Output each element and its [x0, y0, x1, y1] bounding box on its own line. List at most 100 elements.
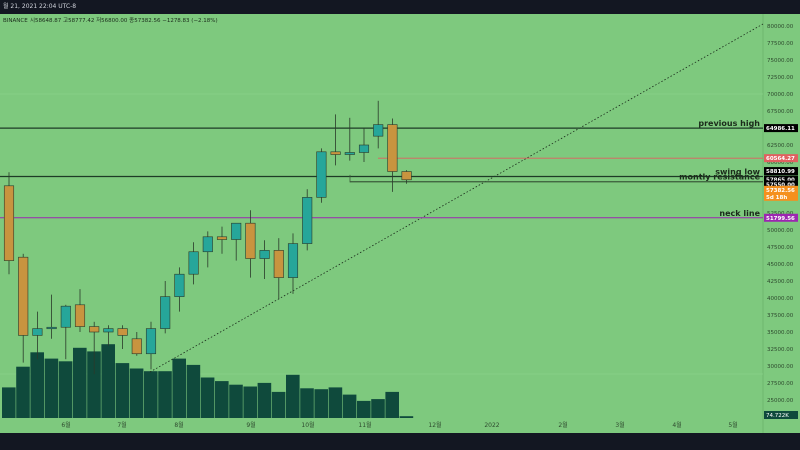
y-tick-label: 62500.00 — [767, 143, 794, 149]
candle-body — [174, 273, 185, 297]
volume-bar — [200, 377, 215, 418]
candle-body — [387, 124, 398, 172]
candle-body — [344, 152, 355, 155]
candle-body — [401, 171, 412, 181]
y-tick-label: 70000.00 — [767, 92, 794, 98]
y-tick-label: 42500.00 — [767, 279, 794, 285]
volume-tag-text: 74.722K — [766, 413, 789, 419]
y-tick-label: 60000.00 — [767, 160, 794, 166]
chart-header: 월 21, 2021 22:04 UTC-8 — [0, 0, 800, 14]
volume-bar — [87, 351, 101, 418]
y-tick-label: 50000.00 — [767, 228, 794, 234]
candle-body — [160, 296, 171, 329]
level-label: swing low — [715, 168, 760, 177]
volume-bar — [257, 382, 272, 418]
x-tick-label: 5월 — [728, 421, 737, 429]
y-tick-label: 77500.00 — [767, 41, 794, 47]
volume-bar — [58, 361, 73, 418]
price-tag — [764, 167, 798, 176]
candle-body — [89, 326, 100, 333]
candle-body — [32, 328, 43, 336]
price-tag-text: 60564.27 — [766, 156, 795, 162]
volume-tag — [764, 411, 798, 419]
exchange-label: BINANCE — [3, 18, 28, 24]
volume-bar — [342, 394, 357, 418]
candle-body — [131, 338, 142, 355]
volume-bar — [115, 363, 130, 418]
price-tag — [764, 175, 798, 184]
candle-body — [103, 328, 114, 333]
level-label: previous high — [698, 119, 760, 128]
candle-body — [3, 185, 15, 261]
y-tick-label: 30000.00 — [767, 364, 794, 370]
candle-body — [117, 328, 128, 336]
candle-body — [231, 222, 242, 240]
x-tick-label: 12월 — [428, 421, 441, 429]
level-label: montly resistance — [679, 173, 760, 182]
candle-body — [188, 251, 199, 275]
volume-bar — [243, 386, 257, 418]
x-tick-label: 11월 — [358, 421, 371, 429]
x-tick-label: 3월 — [615, 421, 624, 429]
x-tick-label: 10월 — [301, 421, 314, 429]
x-tick-label: 9월 — [246, 421, 255, 429]
y-tick-label: 25000.00 — [767, 398, 794, 404]
volume-bar — [314, 389, 328, 418]
price-tag-text: 57382.56 — [766, 188, 795, 194]
volume-bar — [158, 371, 172, 418]
price-tag — [764, 213, 798, 222]
x-tick-label: 2022 — [484, 422, 499, 429]
volume-bar — [371, 399, 385, 418]
price-tag — [764, 154, 798, 163]
price-tag-text: 64986.11 — [766, 126, 795, 132]
candle-body — [18, 256, 29, 336]
candlestick-chart[interactable]: 80000.00 77500.00 75000.00 72500.00 70000.00… — [0, 14, 800, 433]
price-tag — [764, 180, 798, 189]
volume-bar — [328, 387, 343, 418]
volume-bar — [16, 366, 30, 418]
volume-bar — [385, 391, 399, 418]
volume-bar — [399, 416, 414, 418]
volume-bar — [2, 387, 16, 418]
y-tick-label: 35000.00 — [767, 330, 794, 336]
volume-bar — [73, 347, 87, 418]
y-tick-label: 32500.00 — [767, 347, 794, 353]
price-tag-text: 58810.99 — [766, 169, 795, 175]
volume-bar — [144, 371, 158, 418]
level-label: neck line — [719, 209, 760, 218]
price-tag — [764, 124, 798, 133]
volume-bar — [44, 358, 59, 418]
candle-body — [316, 151, 327, 198]
candle-body — [273, 250, 284, 278]
volume-bar — [172, 358, 186, 418]
y-tick-label: 47500.00 — [767, 245, 794, 251]
candle-body — [259, 250, 270, 259]
y-tick-label: 75000.00 — [767, 58, 794, 64]
y-tick-label: 80000.00 — [767, 24, 794, 30]
price-tag — [764, 192, 798, 201]
ohlc-readout: 시58648.87 고58777.42 저56800.00 종57382.56 … — [30, 16, 218, 24]
y-tick-label: 37500.00 — [767, 313, 794, 319]
candle-body — [287, 243, 299, 278]
price-tag-text: 57550.00 — [766, 183, 795, 189]
volume-bar — [101, 344, 115, 418]
volume-bar — [129, 368, 144, 418]
candle-body — [145, 328, 157, 355]
volume-bar — [215, 381, 229, 418]
candle-body — [358, 144, 370, 153]
chart-area[interactable]: 80000.00 77500.00 75000.00 72500.00 70000.00… — [0, 14, 800, 433]
candle-body — [373, 124, 384, 137]
x-tick-label: 8월 — [174, 421, 183, 429]
x-tick-label: 7월 — [117, 421, 126, 429]
y-tick-label: 40000.00 — [767, 296, 794, 302]
candle-body — [302, 197, 313, 244]
candle-body — [202, 236, 213, 253]
volume-bar — [30, 352, 44, 418]
y-tick-label: 67500.00 — [767, 109, 794, 115]
candle-body — [46, 326, 57, 330]
candle-body — [216, 236, 228, 240]
price-axis-background — [763, 14, 800, 433]
volume-bar — [286, 374, 300, 418]
price-tag — [764, 185, 798, 194]
candle-body — [245, 222, 256, 259]
